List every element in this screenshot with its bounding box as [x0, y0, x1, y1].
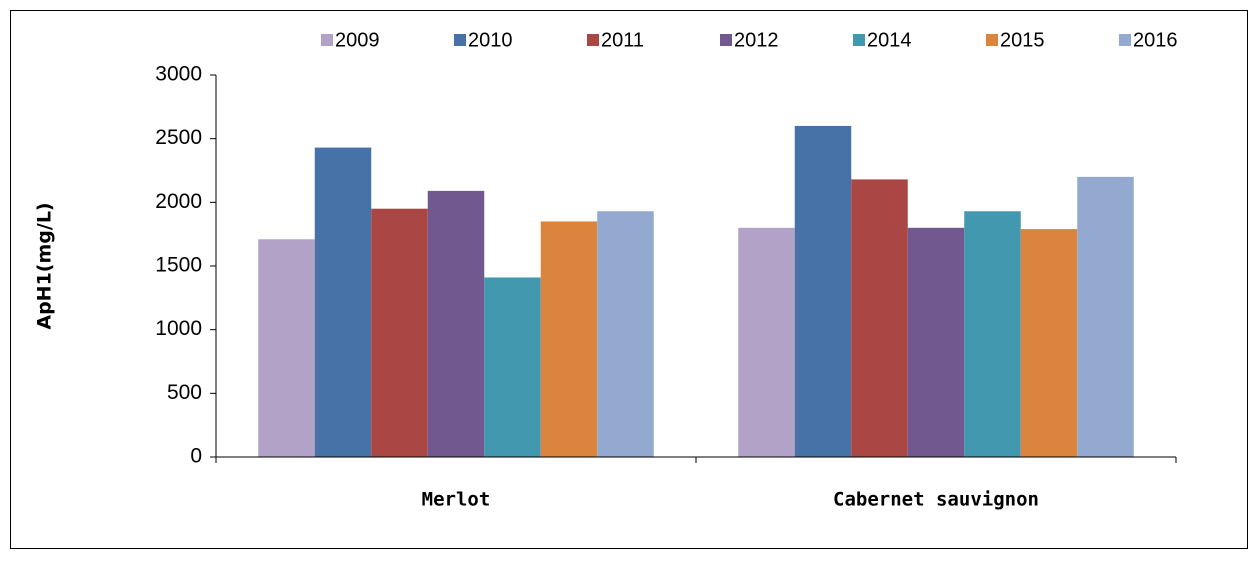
y-tick-label: 2000: [155, 190, 202, 213]
y-tick-label: 500: [167, 381, 202, 404]
legend-label: 2015: [1000, 29, 1045, 51]
bar: [540, 221, 598, 457]
bar: [964, 211, 1021, 457]
legend-swatch: [853, 34, 865, 46]
bar: [907, 227, 965, 457]
bar: [1077, 176, 1134, 457]
bar: [851, 179, 908, 457]
legend-label: 2016: [1133, 29, 1178, 51]
y-tick-label: 2500: [155, 126, 202, 149]
y-axis-label: ApH1(mg/L): [34, 202, 56, 329]
legend-swatch: [986, 34, 998, 46]
y-tick-label: 3000: [155, 63, 202, 86]
bar: [371, 208, 428, 457]
legend-label: 2011: [601, 29, 644, 51]
bar: [484, 277, 541, 457]
bar: [258, 239, 315, 457]
legend-swatch: [1119, 34, 1131, 46]
bar: [738, 227, 795, 457]
y-tick-label: 0: [190, 445, 202, 468]
legend-swatch: [454, 34, 466, 46]
bar: [794, 125, 852, 457]
y-tick-label: 1000: [155, 317, 202, 340]
legend-label: 2012: [734, 29, 779, 51]
legend-swatch: [321, 34, 333, 46]
bar: [1020, 229, 1078, 457]
legend-swatch: [720, 34, 732, 46]
legend-label: 2009: [335, 29, 380, 51]
bar: [427, 190, 485, 457]
x-tick-label: Cabernet sauvignon: [833, 489, 1039, 511]
y-tick-label: 1500: [155, 254, 202, 277]
bar: [597, 211, 654, 457]
legend-label: 2010: [468, 29, 513, 51]
bar: [314, 147, 372, 457]
legend-swatch: [587, 34, 599, 46]
x-tick-label: Merlot: [422, 489, 491, 511]
legend-label: 2014: [867, 29, 912, 51]
